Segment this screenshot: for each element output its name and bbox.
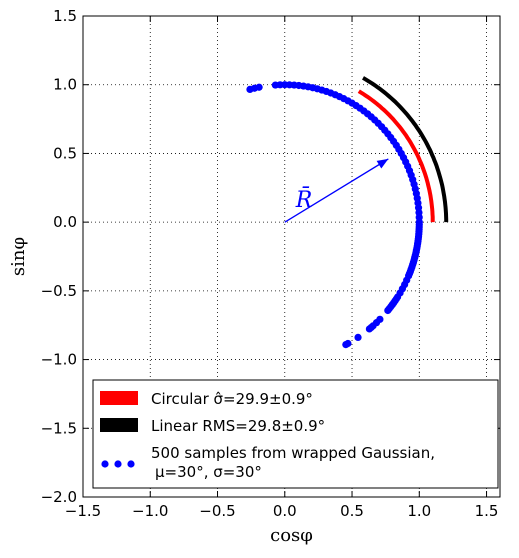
sample-point xyxy=(376,315,384,323)
x-tick-label: −1.5 xyxy=(65,502,101,520)
sample-point xyxy=(246,85,254,93)
plot-content: R̄ xyxy=(246,76,449,349)
legend-label-samples-line2: μ=30°, σ=30° xyxy=(155,463,262,481)
x-tick-label: −1.0 xyxy=(132,502,168,520)
legend-marker-samples xyxy=(114,460,122,468)
x-tick-label: 0.0 xyxy=(273,502,297,520)
sample-point xyxy=(271,81,279,89)
x-tick-label: 1.5 xyxy=(475,502,499,520)
legend-swatch-circular xyxy=(100,391,138,405)
x-axis-label: cosφ xyxy=(270,525,313,546)
legend-label-samples-line1: 500 samples from wrapped Gaussian, xyxy=(151,444,435,462)
legend-label-circular: Circular σ̂=29.9±0.9° xyxy=(151,390,313,408)
legend-marker-samples xyxy=(127,460,135,468)
arrow-head xyxy=(376,158,389,169)
arc-linear-rms xyxy=(362,76,449,223)
legend-box xyxy=(92,379,499,489)
y-tick-label: −0.5 xyxy=(41,282,77,300)
legend-label-linear-rms: Linear RMS=29.8±0.9° xyxy=(151,417,325,435)
sample-point xyxy=(354,333,362,342)
mean-resultant-arrow xyxy=(284,158,389,223)
legend: Circular σ̂=29.9±0.9° Linear RMS=29.8±0.9… xyxy=(92,379,499,489)
y-tick-label: 0.5 xyxy=(53,144,77,162)
legend-swatch-linear-rms xyxy=(100,418,138,432)
y-tick-label: −1.0 xyxy=(41,351,77,369)
ticks: −1.5 −1.0 −0.5 0.0 0.5 1.0 1.5−2.0−1.5−1.0−0.5… xyxy=(41,7,500,520)
y-tick-label: −1.5 xyxy=(41,419,77,437)
axes-frame xyxy=(82,15,501,498)
y-tick-label: −2.0 xyxy=(41,488,77,506)
y-axis-label: sinφ xyxy=(8,237,29,276)
sample-point xyxy=(344,339,352,348)
y-tick-label: 0.0 xyxy=(53,213,77,231)
x-tick-label: 0.5 xyxy=(340,502,364,520)
mean-resultant-label: R̄ xyxy=(295,186,313,213)
x-tick-label: 1.0 xyxy=(407,502,431,520)
x-tick-label: −0.5 xyxy=(199,502,235,520)
arc-circular xyxy=(357,89,435,223)
y-tick-label: 1.5 xyxy=(53,7,77,25)
y-tick-label: 1.0 xyxy=(53,76,77,94)
legend-marker-samples xyxy=(101,460,109,468)
